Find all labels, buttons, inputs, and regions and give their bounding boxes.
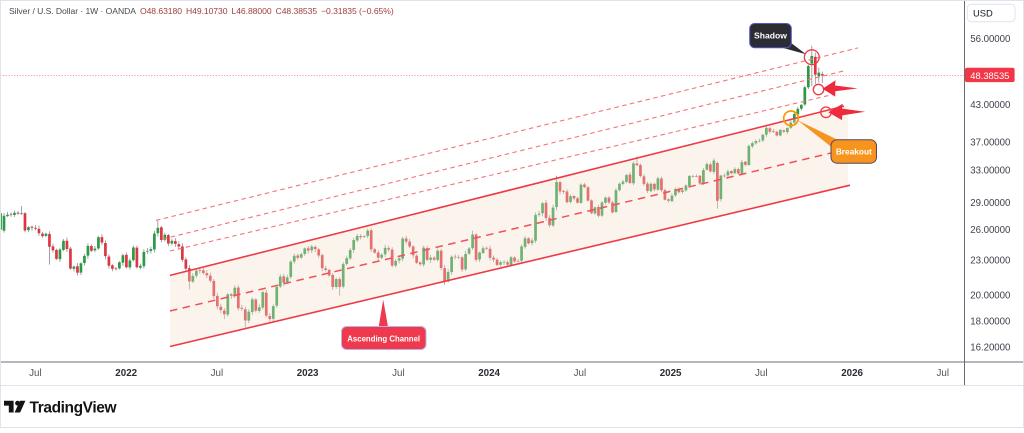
svg-text:Silver / U.S. Dollar · 1W · OA: Silver / U.S. Dollar · 1W · OANDA O48.631…: [9, 6, 394, 16]
svg-text:Breakout: Breakout: [836, 147, 872, 157]
svg-text:23.00000: 23.00000: [970, 256, 1011, 267]
svg-text:20.00000: 20.00000: [970, 290, 1011, 301]
svg-text:Jul: Jul: [392, 368, 405, 379]
svg-text:33.00000: 33.00000: [970, 166, 1011, 177]
svg-text:2022: 2022: [115, 368, 137, 379]
svg-text:18.00000: 18.00000: [970, 317, 1011, 328]
svg-text:56.00000: 56.00000: [970, 34, 1011, 45]
svg-text:Ascending Channel: Ascending Channel: [347, 334, 420, 343]
svg-text:Jul: Jul: [29, 368, 42, 379]
svg-text:2026: 2026: [841, 368, 863, 379]
svg-text:2025: 2025: [660, 368, 682, 379]
svg-text:48.38535: 48.38535: [970, 70, 1009, 81]
svg-text:2023: 2023: [297, 368, 319, 379]
svg-text:43.00000: 43.00000: [970, 100, 1011, 111]
svg-text:37.00000: 37.00000: [970, 137, 1011, 148]
svg-text:TradingView: TradingView: [30, 399, 118, 416]
svg-text:26.00000: 26.00000: [970, 225, 1011, 236]
svg-text:Jul: Jul: [574, 368, 587, 379]
svg-text:2024: 2024: [478, 368, 500, 379]
svg-text:Jul: Jul: [937, 368, 950, 379]
svg-text:USD: USD: [973, 7, 993, 18]
svg-text:Jul: Jul: [755, 368, 768, 379]
svg-text:Jul: Jul: [211, 368, 224, 379]
svg-text:16.20000: 16.20000: [970, 343, 1011, 354]
svg-text:29.00000: 29.00000: [970, 198, 1011, 209]
svg-text:Shadow: Shadow: [754, 31, 787, 41]
